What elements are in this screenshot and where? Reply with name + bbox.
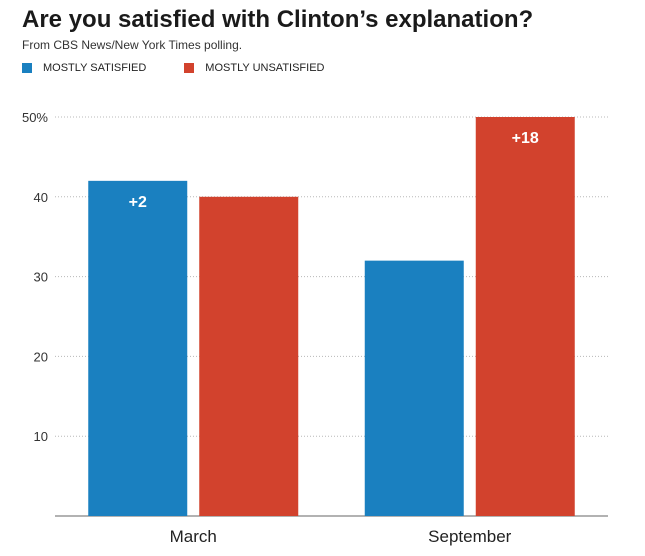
chart-subtitle: From CBS News/New York Times polling.: [22, 38, 243, 52]
legend: MOSTLY SATISFIED MOSTLY UNSATISFIED: [22, 62, 362, 74]
y-tick-label-50: 50%: [22, 110, 48, 125]
y-tick-label-10: 10: [34, 429, 48, 444]
y-tick-label-40: 40: [34, 190, 48, 205]
chart-title: Are you satisfied with Clinton’s explana…: [22, 6, 534, 33]
y-tick-label-30: 30: [34, 270, 48, 285]
y-tick-label-20: 20: [34, 349, 48, 364]
legend-item-mostly-unsatisfied: MOSTLY UNSATISFIED: [184, 62, 324, 74]
bar-march-mostly-satisfied: [88, 180, 188, 516]
legend-swatch-mostly-satisfied: [22, 63, 32, 73]
legend-swatch-mostly-unsatisfied: [184, 63, 195, 73]
legend-label-mostly-satisfied: MOSTLY SATISFIED: [43, 62, 147, 74]
x-tick-label-march: March: [170, 527, 217, 546]
legend-label-mostly-unsatisfied: MOSTLY UNSATISFIED: [205, 62, 325, 74]
annotation-march-mostly-satisfied: +2: [129, 194, 147, 211]
annotation-september-mostly-unsatisfied: +18: [512, 130, 539, 147]
legend-item-mostly-satisfied: MOSTLY SATISFIED: [22, 62, 146, 74]
bar-march-mostly-unsatisfied: [199, 196, 299, 517]
bar-september-mostly-satisfied: [364, 260, 464, 516]
bar-september-mostly-unsatisfied: [475, 117, 575, 516]
x-tick-label-september: September: [428, 527, 511, 546]
